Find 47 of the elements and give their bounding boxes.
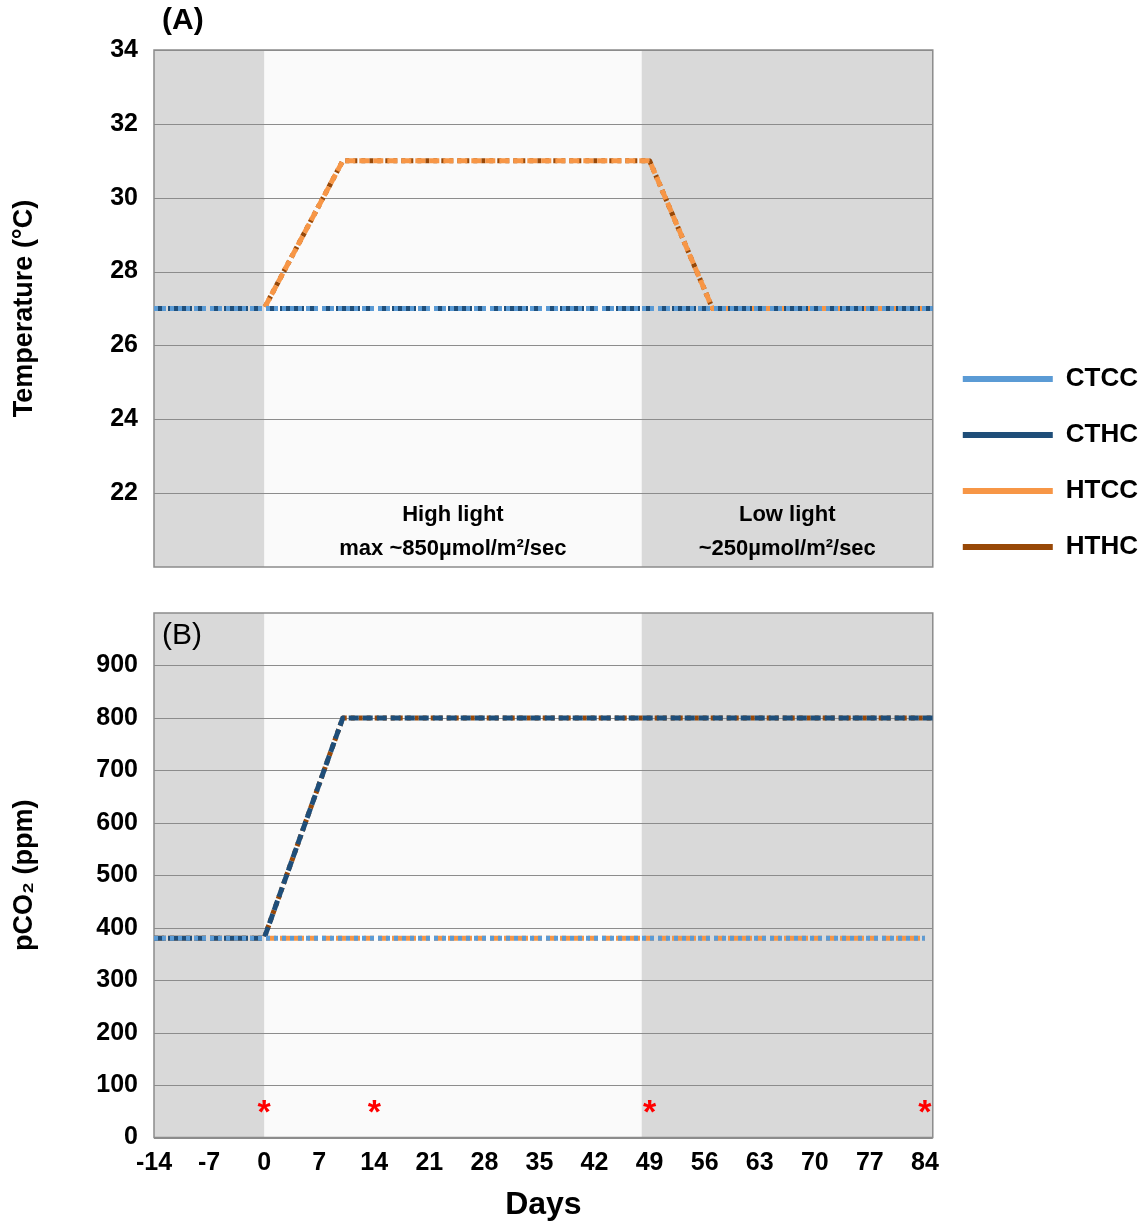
x-tick-label: 70 <box>800 1147 829 1176</box>
x-tick-label: -7 <box>197 1147 221 1176</box>
y-axis-title: Temperature (°C) <box>7 199 38 418</box>
x-tick-label: 49 <box>635 1147 664 1176</box>
legend-label: HTHC <box>1065 530 1139 561</box>
y-tick-label: 200 <box>96 1016 138 1045</box>
x-tick-label: 28 <box>470 1147 499 1176</box>
y-tick-label: 24 <box>110 403 139 432</box>
y-tick-label: 100 <box>96 1069 138 1098</box>
y-axis-title: pCO₂ (ppm) <box>7 799 38 952</box>
x-tick-label: 84 <box>911 1147 939 1176</box>
legend-label: CTCC <box>1065 362 1139 393</box>
y-tick-label: 400 <box>96 911 138 940</box>
y-tick-label: 700 <box>96 754 138 783</box>
annotation: (B) <box>162 617 202 651</box>
annotation: * <box>257 1091 272 1130</box>
x-tick-label: 7 <box>312 1147 327 1176</box>
legend-label: CTHC <box>1065 418 1139 449</box>
x-axis-title: Days <box>505 1184 582 1221</box>
legend-label: HTCC <box>1065 474 1139 505</box>
band-label: Low light ~250µmol/m²/sec <box>698 501 876 560</box>
x-tick-label: 77 <box>855 1147 884 1176</box>
x-tick-label: 42 <box>580 1147 609 1176</box>
x-tick-label: -14 <box>135 1147 173 1176</box>
y-tick-label: 800 <box>96 701 138 730</box>
y-tick-label: 900 <box>96 649 138 678</box>
annotation: * <box>367 1091 382 1130</box>
y-tick-label: 300 <box>96 964 138 993</box>
y-tick-label: 28 <box>110 255 139 284</box>
x-tick-label: 56 <box>690 1147 719 1176</box>
annotation: High light max ~850µmol/m²/sec <box>339 501 567 560</box>
annotation: * <box>642 1091 657 1130</box>
x-tick-label: 21 <box>415 1147 444 1176</box>
y-tick-label: 30 <box>110 181 138 210</box>
y-tick-label: 0 <box>124 1121 138 1150</box>
x-tick-label: 0 <box>257 1147 272 1176</box>
y-tick-label: 34 <box>110 33 139 62</box>
y-tick-label: 600 <box>96 806 138 835</box>
annotation: * <box>918 1091 933 1130</box>
x-tick-label: 35 <box>525 1147 554 1176</box>
y-tick-label: 26 <box>110 329 138 358</box>
y-tick-label: 22 <box>110 477 138 506</box>
y-tick-label: 500 <box>96 859 138 888</box>
x-tick-label: 63 <box>745 1147 774 1176</box>
text: (A) <box>162 2 204 36</box>
y-tick-label: 32 <box>110 107 138 136</box>
x-tick-label: 14 <box>360 1147 389 1176</box>
